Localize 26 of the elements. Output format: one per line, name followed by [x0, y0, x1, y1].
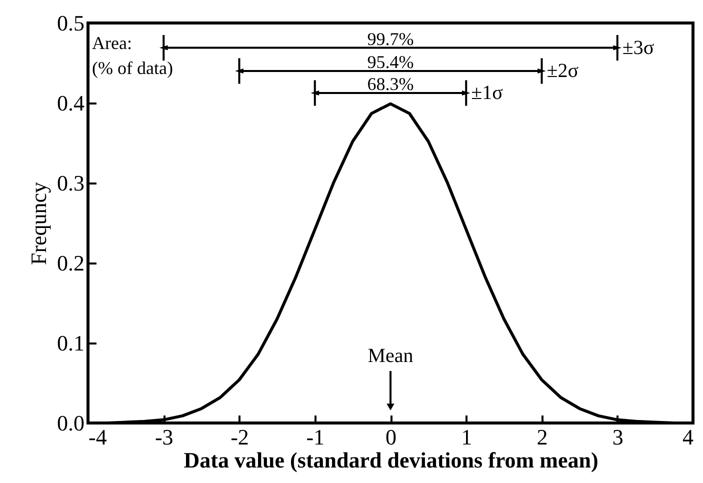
x-tick-label: 4 [682, 424, 694, 450]
ref-line-label: Mean [368, 344, 414, 367]
x-tick-label: 0 [386, 424, 396, 450]
y-tick-label: 0.1 [57, 330, 84, 356]
y-tick-label: 0.5 [57, 10, 84, 36]
x-axis-title: Data value (standard deviations from mean) [184, 448, 598, 472]
annotation: ±2σ [546, 60, 579, 82]
y-tick-label: 0.4 [57, 90, 84, 116]
y-tick-label: 0.0 [57, 410, 84, 436]
y-axis-title: Frequncy [26, 182, 51, 266]
x-tick-label: -1 [306, 424, 325, 450]
x-tick-label: 1 [461, 424, 472, 450]
y-tick-label: 0.3 [57, 170, 84, 196]
x-tick-label: -4 [88, 424, 107, 450]
annotation: 68.3% [367, 74, 414, 94]
annotation: ±1σ [471, 82, 504, 104]
annotation: Area: [92, 33, 132, 53]
annotation: 95.4% [367, 52, 414, 72]
x-tick-label: -2 [230, 424, 249, 450]
y-tick-label: 0.2 [57, 250, 84, 276]
annotation: 99.7% [367, 28, 414, 49]
x-tick-label: 2 [536, 424, 548, 450]
annotation: (% of data) [92, 58, 173, 78]
annotation: ±3σ [622, 36, 654, 59]
x-tick-label: 3 [612, 424, 624, 450]
x-tick-label: -3 [154, 424, 174, 450]
